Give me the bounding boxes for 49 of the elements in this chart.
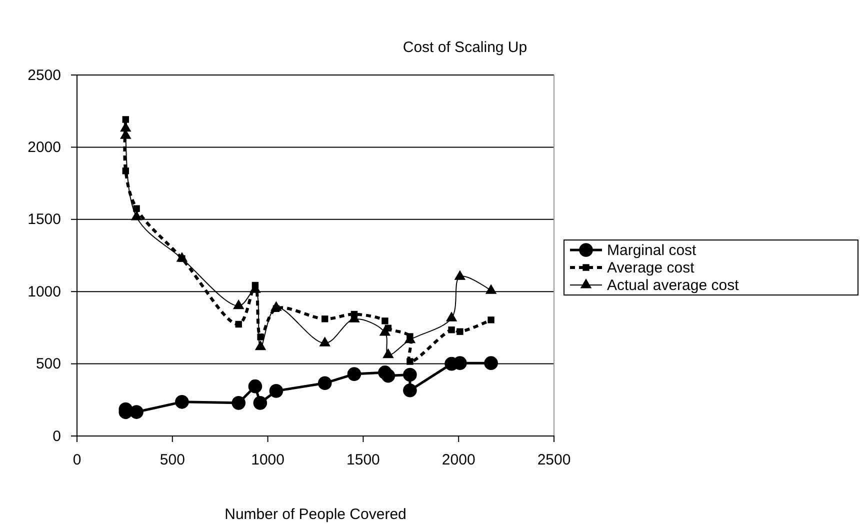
point: [485, 284, 497, 294]
point: [130, 405, 144, 419]
point: [453, 356, 467, 370]
y-tick-label: 2000: [28, 139, 61, 156]
point: [130, 210, 142, 220]
point: [253, 396, 268, 410]
point: [270, 301, 282, 311]
x-tick-label: 500: [160, 452, 185, 469]
point: [122, 116, 130, 123]
point: [381, 368, 396, 383]
x-tick-label: 2000: [442, 452, 476, 469]
point: [248, 379, 262, 394]
point: [488, 316, 494, 324]
point: [403, 383, 417, 398]
y-tick-label: 2500: [28, 66, 61, 84]
y-tick-label: 500: [36, 356, 61, 373]
legend-label: Marginal cost: [607, 242, 698, 259]
x-tick-label: 2500: [537, 452, 571, 469]
point: [382, 348, 394, 358]
point: [254, 340, 266, 350]
point: [232, 396, 246, 410]
point: [321, 316, 328, 322]
point: [456, 328, 464, 335]
x-axis-title: Number of People Covered: [224, 506, 406, 523]
point: [454, 270, 466, 280]
point: [403, 368, 417, 382]
point: [406, 358, 414, 365]
point: [484, 356, 498, 370]
chart-title: Cost of Scaling Up: [402, 39, 528, 56]
legend-label: Average cost: [607, 260, 696, 276]
point: [319, 336, 330, 346]
point: [379, 326, 391, 336]
point: [318, 376, 332, 390]
y-tick-label: 1000: [28, 283, 61, 300]
point: [235, 320, 242, 328]
x-tick-label: 1000: [251, 452, 284, 469]
legend-label: Actual average cost: [607, 277, 740, 294]
y-tick-label: 0: [52, 428, 61, 445]
point: [347, 367, 362, 381]
x-tick-label: 0: [72, 452, 82, 469]
point: [269, 384, 284, 398]
point: [175, 395, 189, 409]
point: [448, 326, 455, 334]
point: [382, 318, 388, 324]
point: [133, 205, 140, 212]
x-tick-label: 1500: [346, 452, 380, 469]
y-tick-label: 1500: [28, 211, 61, 228]
point: [446, 312, 458, 322]
point: [232, 299, 244, 310]
